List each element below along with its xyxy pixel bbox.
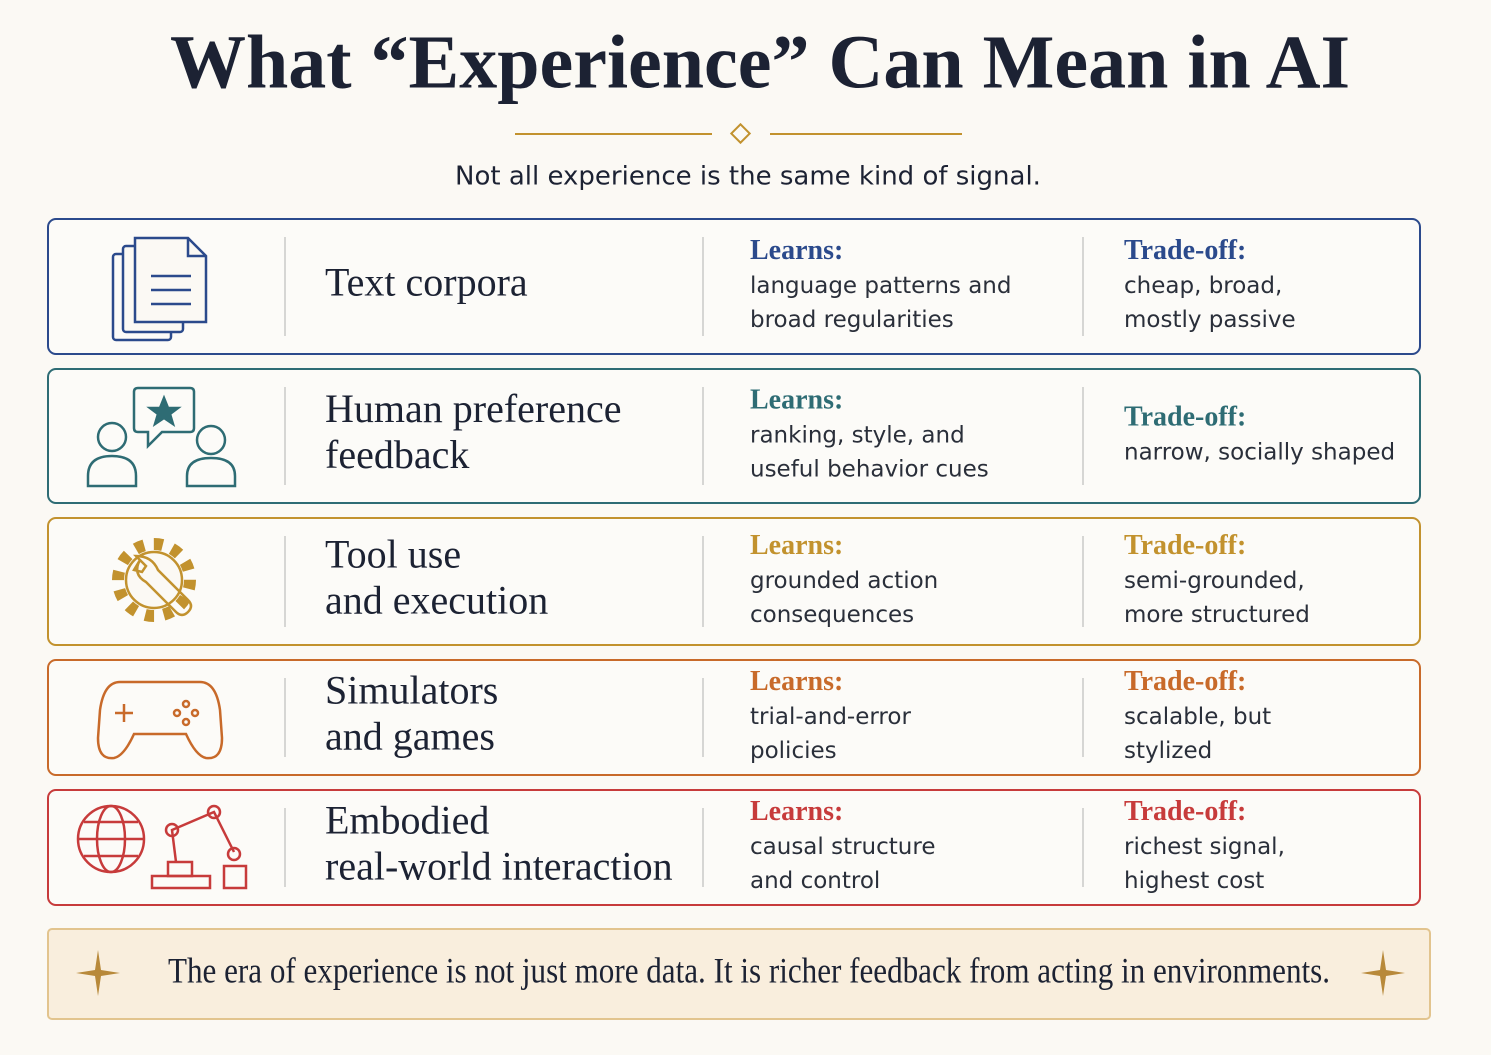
tradeoff-text: richest signal, bbox=[1124, 834, 1285, 860]
learns-text: language patterns and bbox=[750, 273, 1011, 299]
tradeoff-label: Trade-off: bbox=[1124, 401, 1246, 432]
learns-text: useful behavior cues bbox=[750, 457, 989, 483]
footer-box bbox=[47, 928, 1431, 1020]
row-icon bbox=[86, 386, 237, 488]
row-icon bbox=[76, 804, 248, 890]
row-icon bbox=[111, 236, 208, 342]
tradeoff-text: cheap, broad, bbox=[1124, 273, 1282, 299]
tradeoff-label: Trade-off: bbox=[1124, 666, 1246, 697]
learns-text: ranking, style, and bbox=[750, 423, 965, 449]
learns-text: trial-and-error bbox=[750, 704, 911, 730]
tradeoff-text: more structured bbox=[1124, 602, 1310, 628]
learns-text: policies bbox=[750, 738, 837, 764]
footer-text: The era of experience is not just more d… bbox=[168, 950, 1330, 990]
row-label: Embodied bbox=[325, 798, 489, 843]
subtitle: Not all experience is the same kind of s… bbox=[455, 162, 1041, 192]
row-label: Tool use bbox=[325, 532, 461, 577]
row-icon bbox=[96, 680, 224, 760]
row-label: Simulators bbox=[325, 668, 498, 713]
learns-label: Learns: bbox=[750, 530, 843, 561]
rows: Text corpora Learns: language patterns and… bbox=[47, 218, 1421, 906]
tradeoff-text: semi-grounded, bbox=[1124, 568, 1305, 594]
learns-text: and control bbox=[750, 868, 880, 894]
row-label: and games bbox=[325, 714, 495, 759]
row-icon bbox=[112, 538, 196, 622]
tradeoff-label: Trade-off: bbox=[1124, 235, 1246, 266]
learns-label: Learns: bbox=[750, 666, 843, 697]
learns-text: causal structure bbox=[750, 834, 935, 860]
tradeoff-text: highest cost bbox=[1124, 868, 1264, 894]
title: What “Experience” Can Mean in AI bbox=[170, 20, 1350, 104]
learns-text: consequences bbox=[750, 602, 914, 628]
tradeoff-text: stylized bbox=[1124, 738, 1212, 764]
tradeoff-text: narrow, socially shaped bbox=[1124, 440, 1395, 466]
learns-text: grounded action bbox=[750, 568, 938, 594]
learns-label: Learns: bbox=[750, 796, 843, 827]
row-label: Human preference bbox=[325, 386, 621, 431]
row-label: real-world interaction bbox=[325, 844, 673, 889]
divider-ornament bbox=[515, 122, 962, 145]
tradeoff-label: Trade-off: bbox=[1124, 796, 1246, 827]
row-label: feedback bbox=[325, 432, 469, 477]
tradeoff-text: mostly passive bbox=[1124, 307, 1296, 333]
row-box bbox=[47, 368, 1421, 504]
tradeoff-text: scalable, but bbox=[1124, 704, 1271, 730]
row-box bbox=[47, 517, 1421, 646]
row-label: and execution bbox=[325, 578, 548, 623]
row-box bbox=[47, 218, 1421, 355]
row-box bbox=[47, 659, 1421, 776]
row-box bbox=[47, 789, 1421, 906]
learns-label: Learns: bbox=[750, 384, 843, 415]
learns-label: Learns: bbox=[750, 235, 843, 266]
tradeoff-label: Trade-off: bbox=[1124, 530, 1246, 561]
learns-text: broad regularities bbox=[750, 307, 954, 333]
row-label: Text corpora bbox=[325, 260, 528, 305]
